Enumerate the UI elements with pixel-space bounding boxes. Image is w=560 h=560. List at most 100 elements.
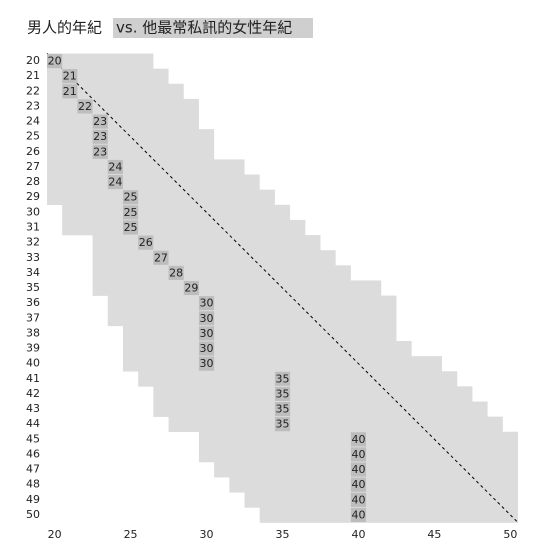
y-tick-label: 30 bbox=[26, 205, 40, 218]
peak-cell bbox=[198, 326, 215, 341]
peak-label: 40 bbox=[351, 478, 365, 491]
chart-title-highlight: vs. 他最常私訊的女性年紀 bbox=[116, 19, 292, 37]
peak-cell bbox=[92, 114, 108, 129]
range-band bbox=[259, 507, 518, 523]
range-band bbox=[92, 280, 382, 296]
peak-cell bbox=[350, 432, 367, 447]
peak-label: 25 bbox=[124, 191, 138, 204]
peak-label: 26 bbox=[139, 236, 153, 249]
y-tick-label: 31 bbox=[26, 220, 40, 233]
peak-label: 35 bbox=[276, 418, 290, 431]
range-band bbox=[92, 265, 351, 281]
range-band bbox=[92, 250, 336, 266]
diagonal-line bbox=[46, 53, 519, 523]
peak-cell bbox=[168, 265, 184, 280]
chart-title: 男人的年紀 bbox=[27, 19, 102, 37]
peak-label: 21 bbox=[63, 70, 77, 83]
peak-label: 30 bbox=[200, 342, 214, 355]
range-band bbox=[153, 401, 488, 417]
peak-label: 24 bbox=[108, 160, 122, 173]
y-tick-label: 36 bbox=[26, 296, 40, 309]
y-tick-label: 38 bbox=[26, 326, 40, 339]
peak-label: 40 bbox=[351, 448, 365, 461]
x-tick-label: 30 bbox=[200, 528, 214, 541]
peak-label: 40 bbox=[351, 433, 365, 446]
peak-cell bbox=[62, 69, 78, 84]
range-band bbox=[47, 174, 260, 190]
range-band bbox=[107, 310, 397, 327]
range-band bbox=[47, 129, 215, 145]
peak-label: 27 bbox=[154, 251, 168, 264]
y-tick-label: 40 bbox=[26, 357, 40, 370]
peak-label: 24 bbox=[108, 176, 122, 189]
y-tick-label: 21 bbox=[26, 69, 40, 82]
peak-label: 30 bbox=[200, 297, 214, 310]
peak-cell bbox=[47, 54, 63, 69]
peak-label: 40 bbox=[351, 493, 365, 506]
peak-cell bbox=[198, 356, 215, 371]
peak-cell bbox=[92, 129, 108, 144]
range-band bbox=[229, 477, 519, 493]
range-band bbox=[122, 356, 443, 372]
x-tick-label: 35 bbox=[276, 528, 290, 541]
peak-cell bbox=[138, 235, 154, 250]
peak-label: 21 bbox=[63, 85, 77, 98]
peak-label: 29 bbox=[184, 282, 198, 295]
peak-cell bbox=[350, 447, 367, 462]
range-band bbox=[92, 235, 321, 251]
peak-cell bbox=[274, 371, 291, 386]
peak-cell bbox=[107, 159, 123, 175]
y-tick-label: 20 bbox=[26, 54, 40, 67]
y-tick-label: 29 bbox=[26, 190, 40, 203]
x-tick-label: 40 bbox=[351, 528, 365, 541]
y-tick-label: 25 bbox=[26, 130, 40, 143]
peak-label: 30 bbox=[200, 312, 214, 325]
y-tick-label: 41 bbox=[26, 372, 40, 385]
peak-label: 35 bbox=[276, 403, 290, 416]
peak-label: 22 bbox=[78, 100, 92, 113]
peak-cell bbox=[274, 401, 291, 417]
y-tick-label: 48 bbox=[26, 478, 40, 491]
range-band bbox=[107, 295, 397, 312]
range-band bbox=[122, 340, 412, 357]
peak-cell bbox=[274, 417, 291, 432]
peak-cell bbox=[350, 507, 367, 523]
peak-cell bbox=[350, 462, 367, 477]
y-tick-label: 49 bbox=[26, 493, 40, 506]
y-tick-label: 37 bbox=[26, 311, 40, 324]
range-band bbox=[47, 98, 199, 115]
range-band bbox=[138, 371, 458, 387]
peak-cell bbox=[77, 99, 93, 114]
y-tick-label: 22 bbox=[26, 84, 40, 97]
y-tick-label: 43 bbox=[26, 402, 40, 415]
peak-cell bbox=[122, 190, 139, 205]
y-tick-label: 45 bbox=[26, 432, 40, 445]
y-tick-label: 42 bbox=[26, 387, 40, 400]
peak-cell bbox=[198, 296, 215, 311]
range-band bbox=[47, 114, 199, 130]
peak-label: 23 bbox=[93, 130, 107, 143]
range-band bbox=[47, 159, 245, 175]
peak-cell bbox=[92, 144, 108, 159]
range-band bbox=[47, 189, 275, 206]
range-band bbox=[62, 219, 306, 236]
peak-label: 40 bbox=[351, 463, 365, 476]
range-band bbox=[62, 204, 291, 221]
peak-cell bbox=[62, 84, 78, 99]
peak-cell bbox=[350, 477, 367, 492]
peak-cell bbox=[274, 386, 291, 401]
range-band bbox=[168, 416, 503, 433]
title-highlight-bg bbox=[113, 18, 313, 38]
y-tick-label: 32 bbox=[26, 236, 40, 249]
peak-label: 25 bbox=[124, 221, 138, 234]
peak-label: 40 bbox=[351, 508, 365, 521]
y-tick-label: 34 bbox=[26, 266, 40, 279]
peak-cell bbox=[198, 341, 215, 356]
range-band bbox=[47, 53, 154, 69]
peak-label: 25 bbox=[124, 206, 138, 219]
title-plain-bg bbox=[27, 18, 113, 38]
y-tick-label: 35 bbox=[26, 281, 40, 294]
x-tick-label: 20 bbox=[48, 528, 62, 541]
peak-label: 30 bbox=[200, 327, 214, 340]
y-tick-label: 27 bbox=[26, 160, 40, 173]
